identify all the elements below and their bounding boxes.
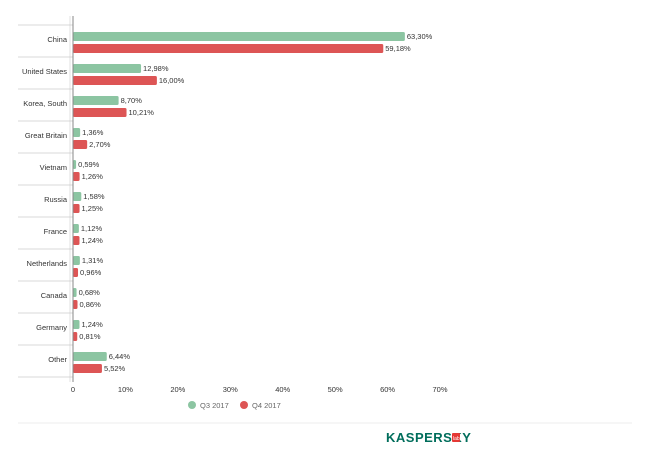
legend-label: Q3 2017 <box>200 401 229 410</box>
data-label: 59,18% <box>385 44 411 53</box>
x-tick-label: 20% <box>170 385 185 394</box>
legend-marker <box>188 401 196 409</box>
bar <box>73 44 384 53</box>
data-label: 63,30% <box>407 32 433 41</box>
x-tick-label: 70% <box>432 385 447 394</box>
data-label: 16,00% <box>159 76 185 85</box>
category-label: China <box>47 35 67 44</box>
bars <box>73 32 405 373</box>
bar <box>73 300 78 309</box>
data-label: 0,59% <box>78 160 100 169</box>
x-tick-label: 50% <box>328 385 343 394</box>
bar <box>73 128 81 137</box>
category-label: Canada <box>41 291 68 300</box>
category-label: Russia <box>44 195 68 204</box>
bar <box>73 96 119 105</box>
logo-badge <box>452 433 460 442</box>
category-label: France <box>44 227 67 236</box>
data-label: 0,68% <box>79 288 101 297</box>
bar <box>73 268 79 277</box>
bar <box>73 288 77 297</box>
bar <box>73 32 405 41</box>
bar <box>73 236 80 245</box>
data-label: 1,26% <box>82 172 104 181</box>
data-label: 8,70% <box>121 96 143 105</box>
logo-text: KASPERSKY <box>386 430 471 445</box>
category-label: Korea, South <box>23 99 67 108</box>
bar <box>73 332 78 341</box>
category-label: Germany <box>36 323 67 332</box>
data-label: 1,58% <box>83 192 105 201</box>
category-labels: China United States Korea, South Great Brit… <box>22 35 68 364</box>
x-tick-label: 30% <box>223 385 238 394</box>
bar <box>73 320 80 329</box>
data-label: 6,44% <box>109 352 131 361</box>
category-label: Great Britain <box>25 131 67 140</box>
bar <box>73 108 127 117</box>
category-label: Vietnam <box>40 163 67 172</box>
x-tick-label: 40% <box>275 385 290 394</box>
bar <box>73 364 102 373</box>
x-tick-label: 60% <box>380 385 395 394</box>
bar <box>73 64 142 73</box>
bar <box>73 256 80 265</box>
data-label: 1,31% <box>82 256 104 265</box>
kaspersky-logo: KASPERSKY lab <box>386 430 471 445</box>
data-label: 0,81% <box>79 332 101 341</box>
category-label: Netherlands <box>27 259 68 268</box>
data-label: 1,24% <box>82 236 104 245</box>
x-tick-label: 10% <box>118 385 133 394</box>
data-label: 2,70% <box>89 140 111 149</box>
bar <box>73 172 80 181</box>
bar <box>73 224 79 233</box>
data-label: 1,24% <box>82 320 104 329</box>
data-label: 0,86% <box>80 300 102 309</box>
data-label: 1,12% <box>81 224 103 233</box>
data-label: 12,98% <box>143 64 169 73</box>
bar <box>73 160 77 169</box>
value-labels: 63,30% 59,18% 12,98% 16,00% 8,70% 10,21% 1,36%… <box>78 32 433 373</box>
data-label: 10,21% <box>129 108 155 117</box>
category-label: Other <box>48 355 67 364</box>
bar <box>73 204 80 213</box>
legend-label: Q4 2017 <box>252 401 281 410</box>
data-label: 0,96% <box>80 268 102 277</box>
legend-marker <box>240 401 248 409</box>
legend: Q3 2017 Q4 2017 <box>188 401 281 410</box>
grid-lines <box>18 24 73 378</box>
bar <box>73 192 82 201</box>
logo-badge-text: lab <box>453 436 460 442</box>
bar <box>73 352 107 361</box>
data-label: 1,25% <box>82 204 104 213</box>
data-label: 1,36% <box>82 128 104 137</box>
x-tick-label: 0 <box>71 385 75 394</box>
data-label: 5,52% <box>104 364 126 373</box>
bar <box>73 140 88 149</box>
category-label: United States <box>22 67 67 76</box>
bar <box>73 76 157 85</box>
x-axis: 0 10% 20% 30% 40% 50% 60% 70% <box>69 16 448 394</box>
